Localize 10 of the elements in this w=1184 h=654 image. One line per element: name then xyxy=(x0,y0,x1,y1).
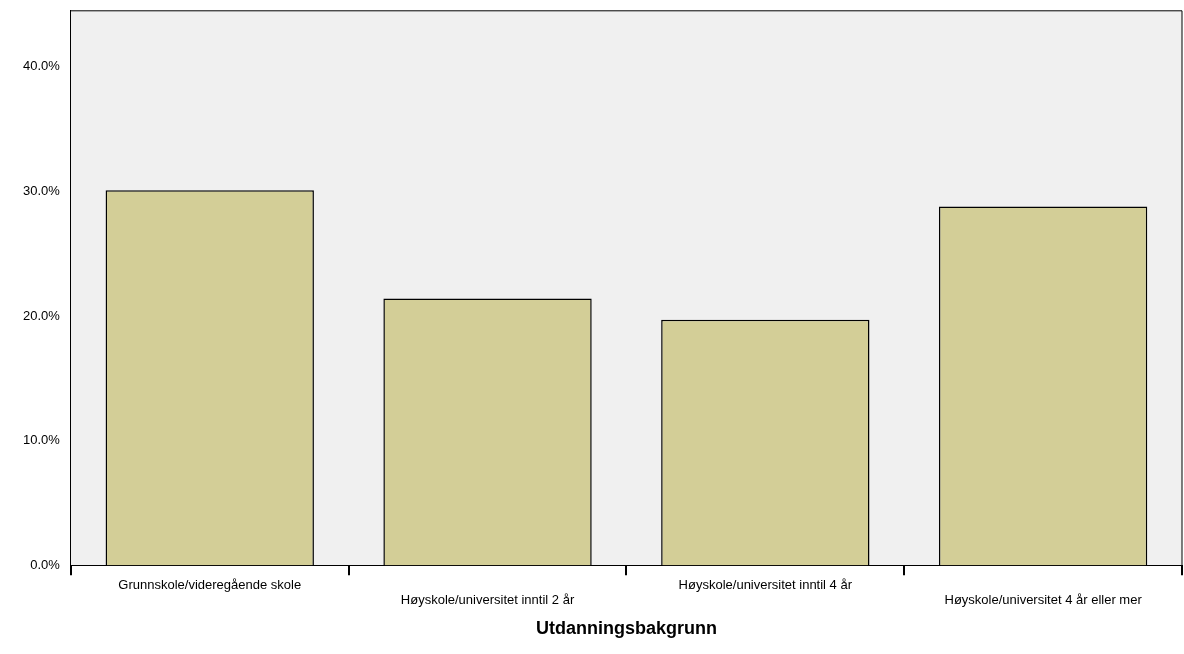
y-tick-label: 0.0% xyxy=(30,556,61,572)
x-tick-label: Høyskole/universitet inntil 4 år xyxy=(678,576,853,592)
x-tick-label: Grunnskole/videregående skole xyxy=(118,576,302,592)
y-tick-label: 20.0% xyxy=(22,307,61,323)
x-axis-title: Utdanningsbakgrunn xyxy=(535,618,717,639)
y-tick-label: 10.0% xyxy=(22,432,61,448)
y-tick-label: 30.0% xyxy=(22,183,61,199)
x-tick-label: Høyskole/universitet 4 år eller mer xyxy=(944,592,1143,608)
y-tick-label: 40.0% xyxy=(22,58,61,74)
x-tick-label: Høyskole/universitet inntil 2 år xyxy=(400,592,575,608)
